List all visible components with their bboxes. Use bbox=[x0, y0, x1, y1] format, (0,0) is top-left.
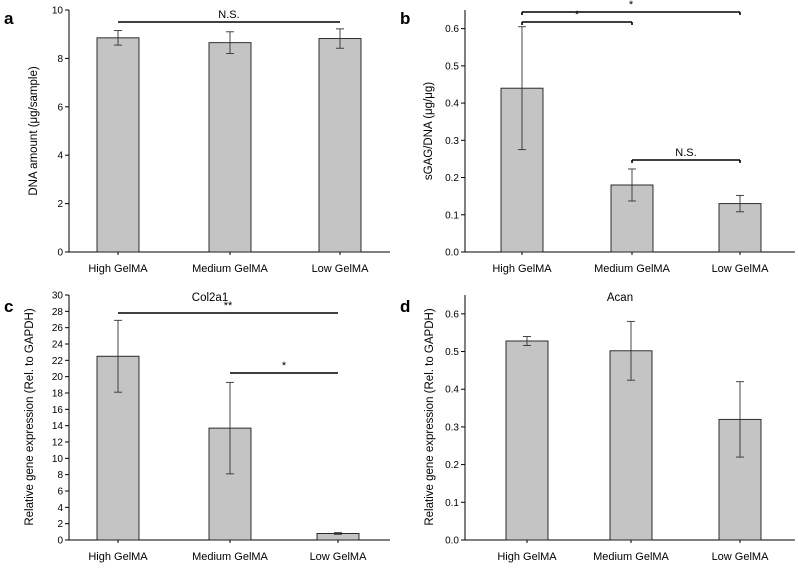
panel-b-significance-label: N.S. bbox=[675, 147, 696, 159]
panel-d-marks: 0.0 0.1 0.2 0.3 0.4 0.5 0.6 High GelMA Medium Ge… bbox=[445, 309, 769, 563]
panel-c-significance-label: ** bbox=[224, 300, 233, 312]
panel-d-category-label: Medium GelMA bbox=[593, 551, 669, 563]
panel-a-y-tick-label: 0 bbox=[57, 248, 63, 259]
panel-b-y-tick-label: 0.3 bbox=[445, 136, 459, 147]
panel-b-y-tick-label: 0.4 bbox=[445, 99, 459, 110]
panel-b-significance-label: * bbox=[575, 9, 580, 21]
panel-b-marks: 0.0 0.1 0.2 0.3 0.4 0.5 0.6 High GelMA Medium Ge… bbox=[445, 0, 769, 275]
panel-b-y-tick-label: 0.0 bbox=[445, 248, 459, 259]
panel-c-category-label: Medium GelMA bbox=[192, 551, 268, 563]
panel-c-y-tick-label: 18 bbox=[52, 389, 64, 400]
panel-c-y-tick-label: 28 bbox=[52, 307, 64, 318]
panel-c-y-tick-label: 22 bbox=[52, 356, 64, 367]
panel-a-category-label: High GelMA bbox=[88, 263, 148, 275]
panel-a-category-label: Medium GelMA bbox=[192, 263, 268, 275]
panel-c-y-tick-label: 12 bbox=[52, 438, 64, 449]
panel-c-y-tick-label: 24 bbox=[52, 340, 64, 351]
panel-d-y-tick-label: 0.4 bbox=[445, 385, 459, 396]
panel-d-title: Acan bbox=[607, 292, 633, 304]
panel-c-y-tick-label: 8 bbox=[57, 470, 63, 481]
panel-a-category-label: Low GelMA bbox=[312, 263, 370, 275]
panel-a-y-label: DNA amount (μg/sample) bbox=[28, 66, 40, 196]
panel-letter-a: a bbox=[4, 9, 14, 28]
panel-c: c Relative gene expression (Rel. to GAPD… bbox=[4, 291, 390, 564]
panel-c-y-tick-label: 10 bbox=[52, 454, 64, 465]
panel-b-y-label: sGAG/DNA (μg/μg) bbox=[423, 82, 435, 180]
panel-c-y-tick-label: 30 bbox=[52, 291, 64, 302]
panel-c-y-label: Relative gene expression (Rel. to GAPDH) bbox=[24, 308, 36, 525]
panel-b-category-label: High GelMA bbox=[492, 263, 552, 275]
panel-a: a DNA amount (μg/sample) 0 2 4 6 8 10 High Gel… bbox=[4, 6, 390, 276]
panel-b-y-tick-label: 0.6 bbox=[445, 24, 459, 35]
panel-d-bar bbox=[505, 340, 549, 541]
panel-c-y-tick-label: 26 bbox=[52, 323, 64, 334]
panel-a-y-tick-label: 8 bbox=[57, 54, 63, 65]
panel-b-significance-label: * bbox=[629, 0, 634, 11]
panel-d-y-tick-label: 0.1 bbox=[445, 498, 459, 509]
panel-d: d Relative gene expression (Rel. to GAPD… bbox=[400, 292, 795, 563]
panel-d-y-tick-label: 0.5 bbox=[445, 347, 459, 358]
panel-d-category-label: Low GelMA bbox=[712, 551, 770, 563]
panel-c-y-tick-label: 4 bbox=[57, 503, 63, 514]
panel-a-bar bbox=[318, 38, 362, 253]
panel-d-y-tick-label: 0.6 bbox=[445, 309, 459, 320]
panel-c-significance-label: * bbox=[282, 360, 287, 372]
panel-b-category-label: Low GelMA bbox=[712, 263, 770, 275]
panel-a-marks: 0 2 4 6 8 10 High GelMA Medium GelMA Low GelMA N.… bbox=[52, 6, 369, 276]
panel-c-y-tick-label: 6 bbox=[57, 487, 63, 498]
panel-b: b sGAG/DNA (μg/μg) 0.0 0.1 0.2 0.3 0.4 0.5 0.6… bbox=[400, 0, 795, 275]
panel-a-y-tick-label: 4 bbox=[57, 151, 63, 162]
panel-b-y-tick-label: 0.5 bbox=[445, 61, 459, 72]
panel-b-y-tick-label: 0.2 bbox=[445, 173, 459, 184]
panel-d-y-label: Relative gene expression (Rel. to GAPDH) bbox=[424, 308, 436, 525]
panel-c-title: Col2a1 bbox=[192, 292, 228, 304]
panel-c-y-tick-label: 16 bbox=[52, 405, 64, 416]
panel-b-category-label: Medium GelMA bbox=[594, 263, 670, 275]
panel-d-category-label: High GelMA bbox=[497, 551, 557, 563]
panel-letter-b: b bbox=[400, 9, 410, 28]
panel-a-significance-label: N.S. bbox=[218, 9, 239, 21]
panel-c-y-tick-label: 14 bbox=[52, 421, 64, 432]
panel-a-y-tick-label: 10 bbox=[52, 6, 64, 17]
panel-a-bar bbox=[96, 37, 140, 253]
panel-c-category-label: High GelMA bbox=[88, 551, 148, 563]
panel-c-y-tick-label: 2 bbox=[57, 519, 63, 530]
panel-c-y-tick-label: 0 bbox=[57, 536, 63, 547]
panel-c-category-label: Low GelMA bbox=[310, 551, 368, 563]
panel-a-y-tick-label: 2 bbox=[57, 199, 63, 210]
panel-d-bar bbox=[609, 350, 653, 541]
panel-d-y-tick-label: 0.2 bbox=[445, 460, 459, 471]
panel-letter-d: d bbox=[400, 297, 410, 316]
panel-b-y-tick-label: 0.1 bbox=[445, 210, 459, 221]
panel-d-y-tick-label: 0.3 bbox=[445, 422, 459, 433]
panel-d-y-tick-label: 0.0 bbox=[445, 536, 459, 547]
panel-a-y-tick-label: 6 bbox=[57, 102, 63, 113]
panel-letter-c: c bbox=[4, 297, 13, 316]
panel-a-bar bbox=[208, 42, 252, 253]
panel-c-y-tick-label: 20 bbox=[52, 372, 64, 383]
